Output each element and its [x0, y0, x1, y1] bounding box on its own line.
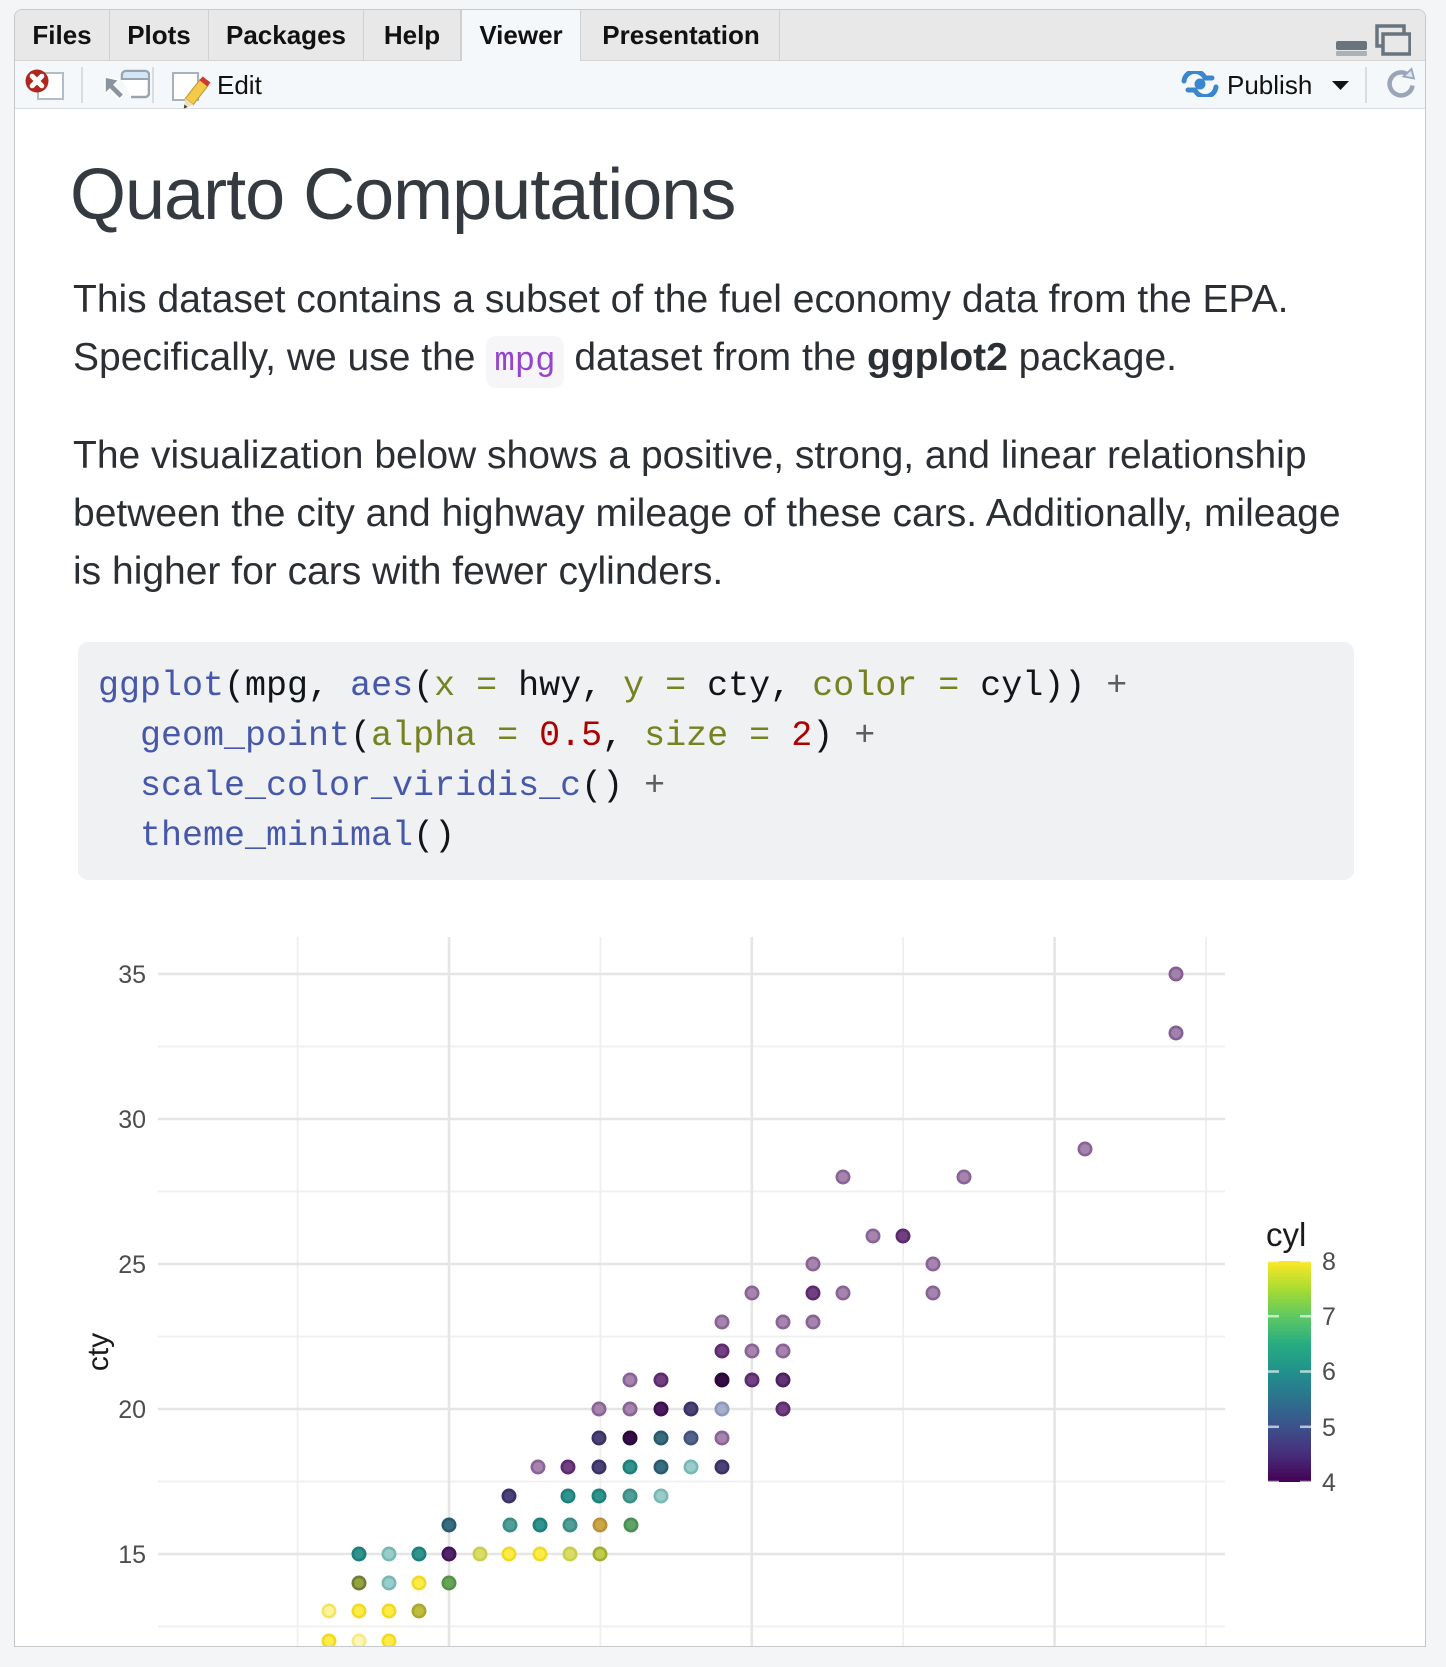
svg-text:cyl: cyl [1266, 1216, 1306, 1253]
svg-text:30: 30 [118, 1106, 146, 1134]
svg-text:25: 25 [118, 1251, 146, 1279]
svg-text:5: 5 [1322, 1414, 1336, 1442]
svg-text:35: 35 [118, 961, 146, 989]
svg-text:7: 7 [1322, 1303, 1336, 1331]
svg-text:20: 20 [118, 1396, 146, 1424]
svg-text:cty: cty [82, 1333, 115, 1371]
svg-text:6: 6 [1322, 1358, 1336, 1386]
svg-text:15: 15 [118, 1541, 146, 1569]
svg-text:4: 4 [1322, 1469, 1336, 1497]
svg-text:8: 8 [1322, 1248, 1336, 1276]
